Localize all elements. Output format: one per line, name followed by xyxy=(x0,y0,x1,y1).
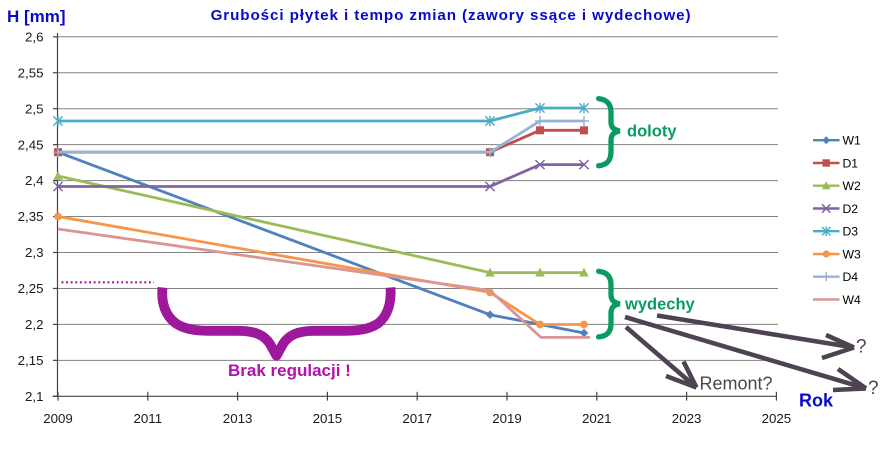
svg-text:2,25: 2,25 xyxy=(18,281,44,296)
svg-text:Grubości płytek i tempo zmian: Grubości płytek i tempo zmian (zawory ss… xyxy=(211,7,692,24)
svg-text:2013: 2013 xyxy=(223,411,253,426)
svg-text:2023: 2023 xyxy=(672,411,702,426)
svg-text:W1: W1 xyxy=(843,134,862,148)
svg-text:2017: 2017 xyxy=(402,411,432,426)
svg-text:2019: 2019 xyxy=(492,411,522,426)
svg-text:wydechy: wydechy xyxy=(624,296,696,314)
svg-text:Brak regulacji !: Brak regulacji ! xyxy=(228,361,351,380)
svg-text:2,3: 2,3 xyxy=(25,245,44,260)
svg-text:D3: D3 xyxy=(843,225,859,239)
svg-text:2,2: 2,2 xyxy=(25,317,44,332)
svg-text:2,1: 2,1 xyxy=(25,389,44,404)
svg-text:2,45: 2,45 xyxy=(18,137,44,152)
svg-text:W2: W2 xyxy=(843,179,862,193)
svg-text:2,55: 2,55 xyxy=(18,65,44,80)
svg-text:doloty: doloty xyxy=(627,123,677,141)
svg-text:?: ? xyxy=(868,378,879,399)
svg-text:2011: 2011 xyxy=(134,411,163,426)
svg-text:?: ? xyxy=(856,337,867,358)
svg-text:D2: D2 xyxy=(843,202,859,216)
svg-text:2009: 2009 xyxy=(43,411,73,426)
svg-text:W3: W3 xyxy=(843,247,862,261)
svg-text:Rok: Rok xyxy=(799,391,834,411)
svg-text:2,4: 2,4 xyxy=(25,173,44,188)
svg-text:2,15: 2,15 xyxy=(18,353,44,368)
svg-text:2015: 2015 xyxy=(313,411,343,426)
svg-text:Remont?: Remont? xyxy=(700,374,773,394)
svg-text:W4: W4 xyxy=(843,293,862,307)
svg-text:2,35: 2,35 xyxy=(18,209,44,224)
svg-text:D4: D4 xyxy=(843,270,859,284)
svg-text:2,5: 2,5 xyxy=(25,101,44,116)
svg-text:2,6: 2,6 xyxy=(25,29,44,44)
svg-text:2021: 2021 xyxy=(582,411,612,426)
svg-text:H [mm]: H [mm] xyxy=(7,7,66,26)
svg-text:D1: D1 xyxy=(843,156,859,170)
svg-text:2025: 2025 xyxy=(762,411,792,426)
